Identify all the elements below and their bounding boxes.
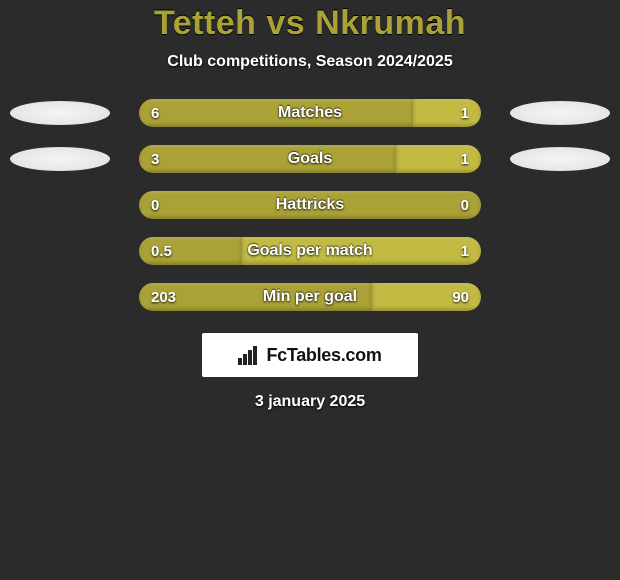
bar-track: Hattricks00 [139, 191, 481, 219]
decoration-ellipse-left [10, 101, 110, 125]
decoration-ellipse-right [510, 147, 610, 171]
bar-segment-right [413, 99, 481, 127]
stat-rows: Matches61 Goals31 Hattricks00 Goals per mat… [0, 99, 620, 311]
stat-row: Goals per match0.51 [0, 237, 620, 265]
bar-segment-left [139, 145, 396, 173]
branding-text: FcTables.com [266, 345, 381, 366]
bar-track: Min per goal20390 [139, 283, 481, 311]
bar-track: Goals31 [139, 145, 481, 173]
bar-segment-left [139, 99, 413, 127]
decoration-ellipse-right [510, 101, 610, 125]
bar-track: Matches61 [139, 99, 481, 127]
decoration-ellipse-left [10, 147, 110, 171]
stat-row: Hattricks00 [0, 191, 620, 219]
stat-row: Matches61 [0, 99, 620, 127]
branding-badge: FcTables.com [202, 333, 418, 377]
bar-segment-right [396, 145, 482, 173]
bar-segment-left [139, 237, 242, 265]
bar-segment-right [242, 237, 481, 265]
subtitle: Club competitions, Season 2024/2025 [0, 53, 620, 71]
bar-chart-icon [238, 345, 260, 365]
bar-segment-right [372, 283, 481, 311]
footer-date: 3 january 2025 [0, 393, 620, 411]
stat-row: Min per goal20390 [0, 283, 620, 311]
comparison-panel: Tetteh vs Nkrumah Club competitions, Sea… [0, 0, 620, 580]
bar-segment-left [139, 191, 481, 219]
stat-row: Goals31 [0, 145, 620, 173]
bar-segment-left [139, 283, 372, 311]
page-title: Tetteh vs Nkrumah [0, 4, 620, 43]
bar-track: Goals per match0.51 [139, 237, 481, 265]
